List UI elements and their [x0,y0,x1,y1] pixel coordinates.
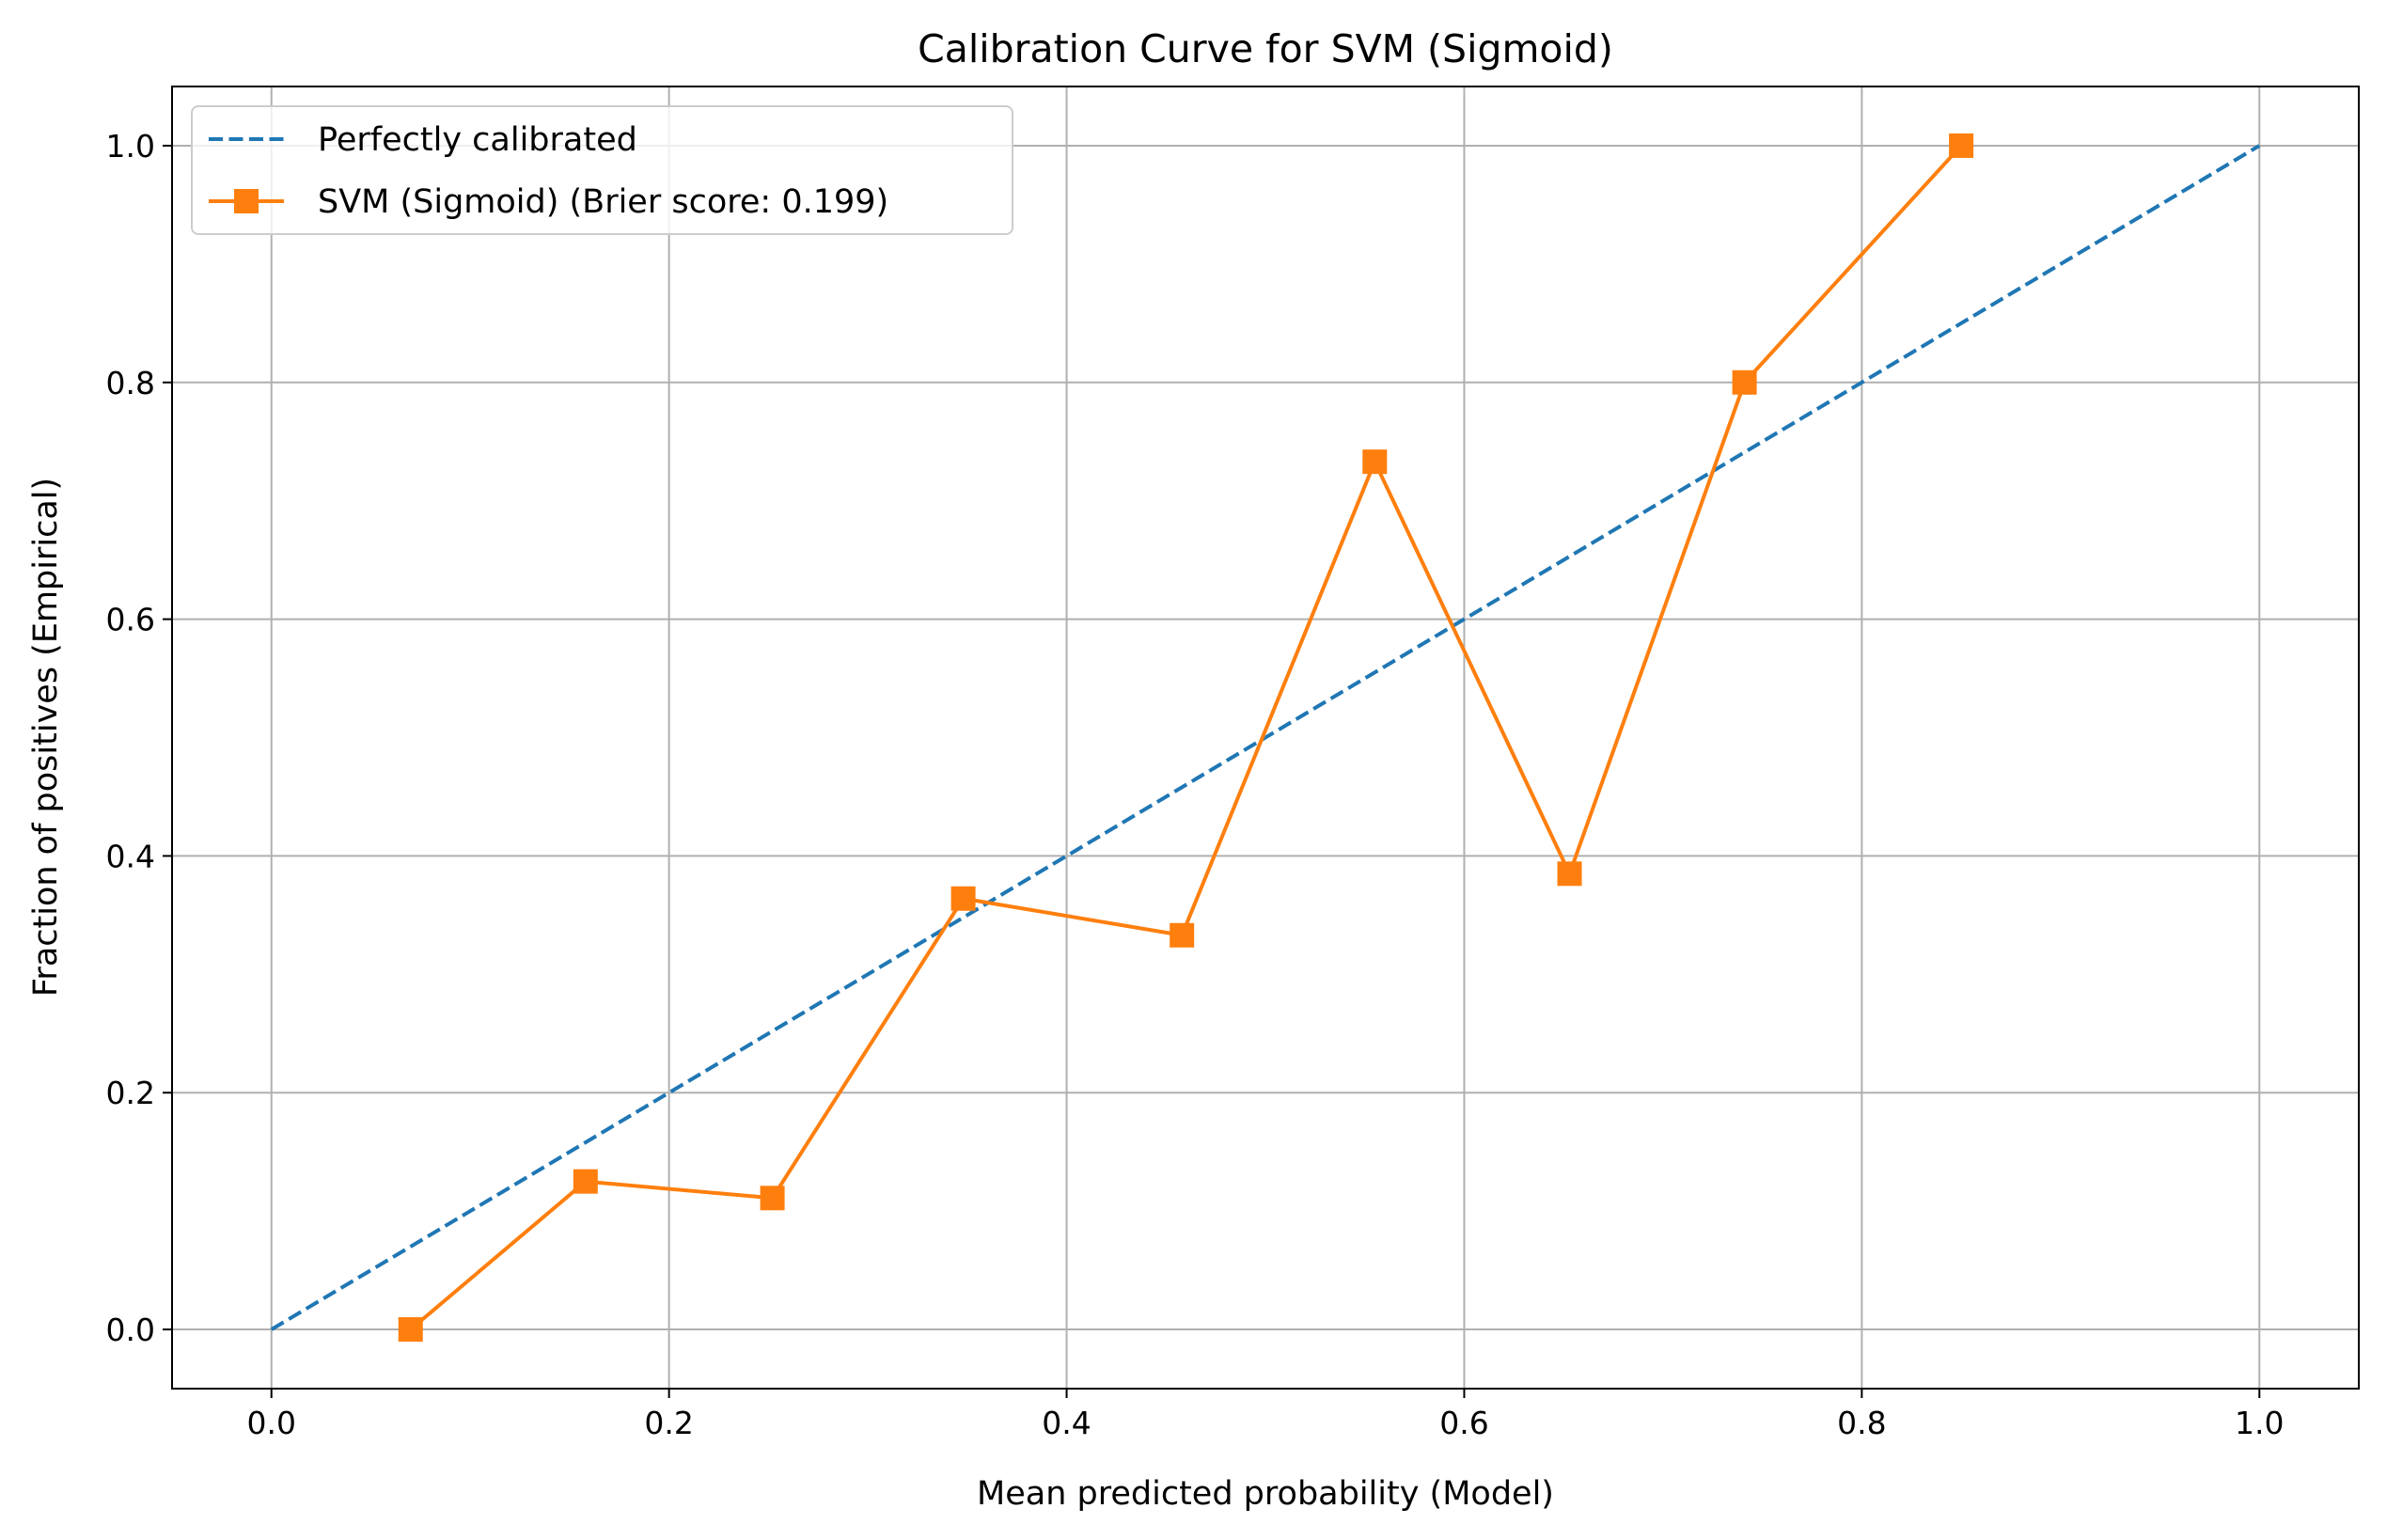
y-tick-label: 0.6 [106,602,155,638]
x-tick-label: 0.8 [1837,1405,1886,1441]
chart-title: Calibration Curve for SVM (Sigmoid) [918,26,1613,71]
x-tick-label: 0.0 [246,1405,295,1441]
plot-frame [171,86,2360,1390]
y-axis-label: Fraction of positives (Empirical) [27,478,65,997]
data-point-marker [1170,922,1195,948]
x-tick-label: 1.0 [2235,1405,2284,1441]
x-tick-label: 0.6 [1439,1405,1488,1441]
x-tick-label: 0.2 [644,1405,693,1441]
y-tick-label: 0.8 [106,365,155,401]
data-point-marker [1557,861,1582,887]
axis-ticks: 0.0 0.2 0.4 0.6 0.8 1.0 0.0 0.2 0.4 0.6 0.8 1.0 [106,128,2285,1441]
y-tick-label: 1.0 [106,128,155,165]
data-point-marker [1362,449,1388,475]
x-tick-label: 0.4 [1042,1405,1091,1441]
data-point-marker [573,1169,598,1194]
series-layer [270,133,2261,1343]
legend-label-0: Perfectly calibrated [318,121,637,159]
data-point-marker [1949,133,1974,158]
data-point-marker [950,886,976,911]
y-tick-label: 0.2 [106,1075,155,1111]
legend-marker [234,189,259,213]
data-point-marker [1732,369,1757,395]
y-tick-label: 0.0 [106,1312,155,1348]
data-point-marker [398,1317,423,1343]
legend-label-1: SVM (Sigmoid) (Brier score: 0.199) [318,183,888,221]
y-tick-label: 0.4 [106,838,155,874]
x-axis-label: Mean predicted probability (Model) [977,1475,1554,1513]
legend: Perfectly calibrated SVM (Sigmoid) (Brier… [191,105,1013,235]
grid-lines [172,86,2359,1389]
series-line-0 [270,144,2261,1331]
legend-box [191,105,1013,235]
data-point-marker [760,1186,785,1211]
